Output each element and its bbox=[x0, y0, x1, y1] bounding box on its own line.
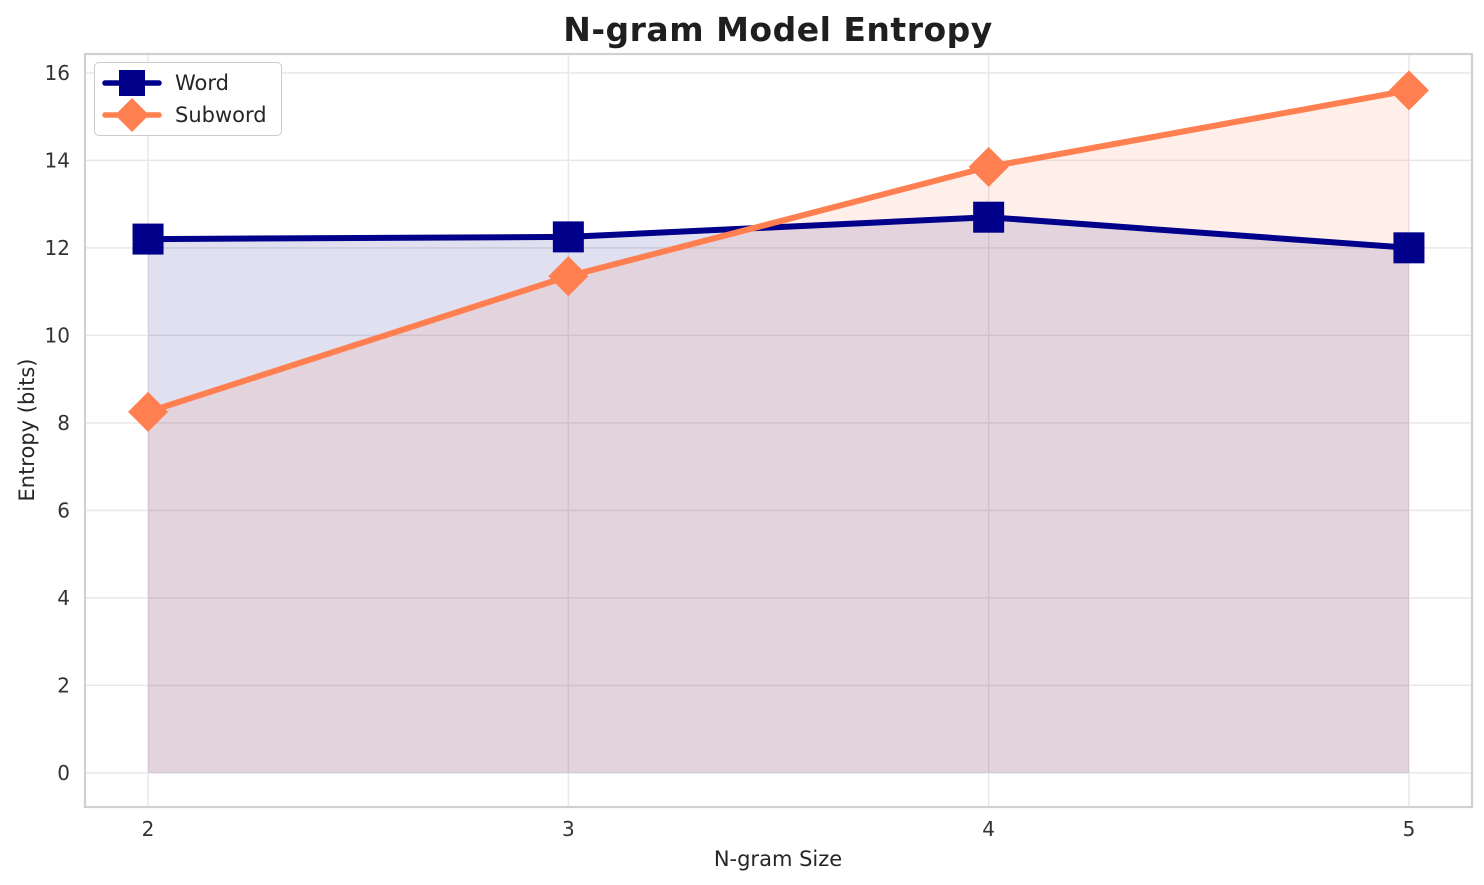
word-marker bbox=[973, 201, 1005, 233]
word-line bbox=[145, 214, 1412, 251]
plot-border bbox=[83, 52, 1474, 809]
legend-label-word: Word bbox=[175, 71, 229, 95]
y-axis-label: Entropy (bits) bbox=[15, 358, 39, 502]
word-area-fill bbox=[148, 217, 1409, 773]
subword-marker bbox=[548, 256, 589, 297]
word-marker bbox=[1393, 232, 1425, 264]
y-tick-label: 14 bbox=[45, 148, 70, 172]
subword-marker bbox=[968, 146, 1009, 187]
subword-marker bbox=[1388, 70, 1429, 111]
y-tick-label: 2 bbox=[57, 673, 70, 697]
x-tick-label: 4 bbox=[982, 817, 995, 841]
y-tick-label: 4 bbox=[57, 586, 70, 610]
subword-marker bbox=[128, 391, 169, 432]
x-axis-label: N-gram Size bbox=[713, 847, 843, 871]
legend-label-subword: Subword bbox=[175, 103, 267, 127]
subword-marker-icon bbox=[102, 98, 162, 132]
y-tick-label: 8 bbox=[57, 411, 70, 435]
y-tick-label: 10 bbox=[45, 323, 70, 347]
word-marker bbox=[132, 223, 164, 255]
legend-item-word: Word bbox=[101, 67, 267, 99]
word-marker-icon bbox=[102, 70, 162, 96]
subword-line bbox=[145, 87, 1412, 415]
y-tick-label: 16 bbox=[45, 61, 70, 85]
legend: Word Subword bbox=[94, 62, 282, 136]
chart-title: N-gram Model Entropy bbox=[563, 10, 993, 49]
word-marker bbox=[552, 221, 584, 253]
x-tick-label: 2 bbox=[142, 817, 155, 841]
legend-item-subword: Subword bbox=[101, 98, 267, 132]
y-tick-label: 6 bbox=[57, 498, 70, 522]
x-tick-label: 3 bbox=[562, 817, 575, 841]
y-tick-label: 0 bbox=[57, 761, 70, 785]
subword-area-fill bbox=[148, 90, 1409, 773]
y-tick-label: 12 bbox=[45, 236, 70, 260]
x-tick-label: 5 bbox=[1403, 817, 1416, 841]
